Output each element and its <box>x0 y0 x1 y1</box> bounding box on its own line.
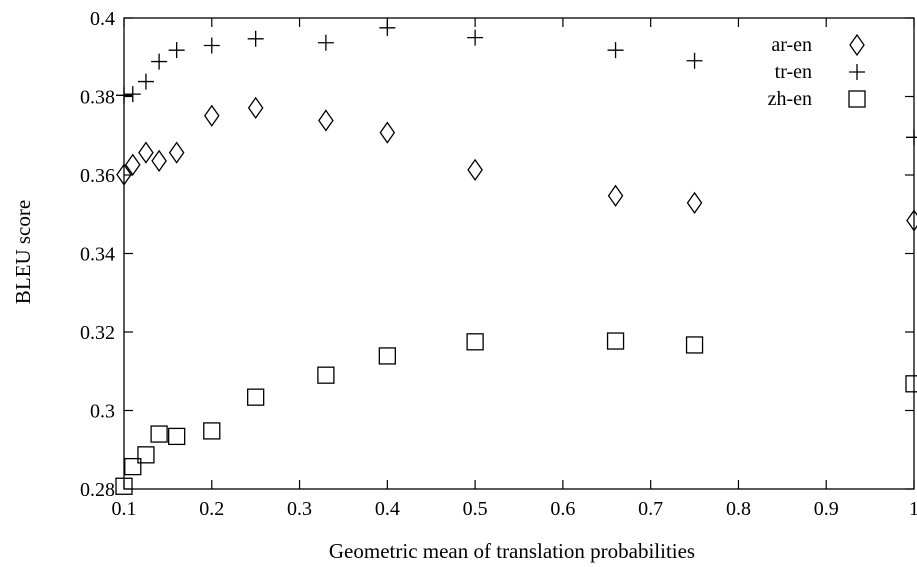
x-tick-label: 0.1 <box>112 498 137 520</box>
legend: ar-en tr-en zh-en <box>768 33 866 110</box>
y-tick-label: 0.32 <box>80 322 115 344</box>
data-point-tr-en <box>379 19 396 36</box>
series-ar-en <box>116 96 917 232</box>
data-point-zh-en <box>137 446 155 464</box>
y-tick-label: 0.3 <box>90 401 115 423</box>
y-axis-title: BLEU score <box>11 200 35 304</box>
y-tick-label: 0.36 <box>80 165 115 187</box>
data-point-zh-en <box>247 388 265 406</box>
data-point-ar-en <box>318 109 334 132</box>
data-point-tr-en <box>168 42 185 59</box>
data-point-ar-en <box>686 191 703 215</box>
data-point-ar-en <box>151 149 167 173</box>
series-zh-en <box>115 332 917 495</box>
data-point-zh-en <box>168 427 186 446</box>
data-point-ar-en <box>168 141 185 164</box>
x-tick-label: 0.7 <box>638 498 663 520</box>
x-tick-label: 1 <box>909 498 917 520</box>
x-tick-label: 0.8 <box>726 498 751 520</box>
data-point-tr-en <box>467 29 484 46</box>
legend-label-ar-en: ar-en <box>771 34 812 56</box>
data-point-tr-en <box>317 34 334 51</box>
data-point-zh-en <box>317 366 335 384</box>
x-tick-label: 0.5 <box>463 498 488 520</box>
data-point-ar-en <box>138 141 154 164</box>
x-tick-label: 0.2 <box>199 498 224 520</box>
data-point-zh-en <box>685 336 704 354</box>
data-point-tr-en <box>137 73 154 90</box>
x-tick-label: 0.6 <box>550 498 575 520</box>
x-tick-label: 0.4 <box>375 498 400 520</box>
y-tick-label: 0.38 <box>80 87 115 109</box>
data-point-tr-en <box>247 30 264 47</box>
x-tick-label: 0.3 <box>287 498 312 520</box>
data-point-ar-en <box>467 158 483 182</box>
data-point-tr-en <box>116 87 132 104</box>
data-point-ar-en <box>203 104 220 127</box>
x-tick-label: 0.9 <box>814 498 839 520</box>
data-point-zh-en <box>378 347 396 365</box>
data-point-ar-en <box>607 184 624 207</box>
plot-axes: 0.1 0.2 0.3 0.4 0.5 0.6 0.7 0.8 0.9 1 0.28 0.3 0.32 0… <box>80 8 917 520</box>
legend-marker-ar-en <box>849 33 865 57</box>
data-point-zh-en <box>124 457 142 476</box>
legend-marker-tr-en <box>849 64 865 80</box>
data-point-ar-en <box>124 153 141 176</box>
data-point-zh-en <box>466 333 484 351</box>
data-point-zh-en <box>203 422 221 440</box>
data-point-tr-en <box>124 86 141 103</box>
series-tr-en <box>116 19 917 146</box>
data-point-ar-en <box>906 209 917 232</box>
data-point-tr-en <box>203 37 220 54</box>
data-point-ar-en <box>116 163 132 186</box>
y-tick-label: 0.28 <box>80 479 115 501</box>
data-point-tr-en <box>151 53 168 70</box>
legend-label-tr-en: tr-en <box>775 61 812 83</box>
y-tick-label: 0.4 <box>90 8 115 30</box>
data-point-tr-en <box>607 42 624 59</box>
data-point-tr-en <box>906 129 917 146</box>
data-point-ar-en <box>379 121 396 144</box>
legend-marker-zh-en <box>848 90 866 108</box>
data-point-zh-en <box>150 425 168 443</box>
data-point-tr-en <box>686 52 703 69</box>
plot-marks <box>115 19 917 495</box>
data-point-zh-en <box>606 332 625 350</box>
y-tick-label: 0.34 <box>80 244 115 266</box>
data-point-zh-en <box>905 375 917 393</box>
data-point-ar-en <box>247 96 264 120</box>
data-point-zh-en <box>115 477 133 495</box>
x-axis-title: Geometric mean of translation probabilit… <box>329 539 695 563</box>
legend-label-zh-en: zh-en <box>768 88 812 110</box>
